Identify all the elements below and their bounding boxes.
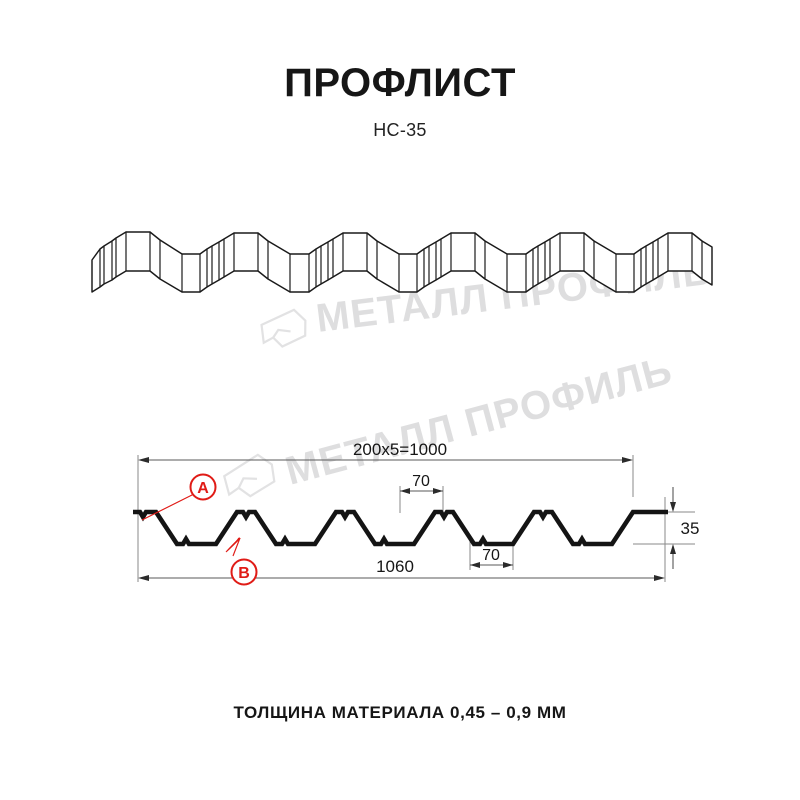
callout-a-leader	[141, 492, 197, 521]
dimension-pitch-total-label: 200x5=1000	[353, 440, 447, 459]
watermark-logo-top	[260, 308, 307, 348]
dimension-overall-width-label: 1060	[376, 557, 414, 576]
callout-a-circle	[189, 473, 217, 501]
isometric-sheet	[91, 231, 713, 293]
footer-block: ТОЛЩИНА МАТЕРИАЛА 0,45 – 0,9 ММ	[0, 703, 800, 723]
dimension-crest-width-label: 70	[412, 473, 430, 490]
dimension-crest-width: 70	[400, 473, 443, 494]
dimension-height-label: 35	[681, 519, 700, 538]
title-block: ПРОФЛИСТ НС-35	[0, 62, 800, 141]
model-subtitle: НС-35	[373, 120, 427, 140]
callout-marker-b[interactable]: B	[225, 537, 258, 586]
callout-b-leader-line	[232, 537, 241, 557]
dimension-overall-width: 1060	[138, 557, 665, 581]
dimension-valley-width-label: 70	[482, 547, 500, 564]
cross-section-drawing: 200x5=1000 70 70 1060	[133, 440, 699, 586]
callout-marker-a[interactable]: A	[141, 473, 217, 521]
callout-b-circle	[230, 558, 258, 586]
dimension-valley-width: 70	[470, 547, 513, 568]
page-title: ПРОФЛИСТ	[284, 61, 516, 105]
material-thickness-note: ТОЛЩИНА МАТЕРИАЛА 0,45 – 0,9 ММ	[233, 703, 567, 722]
watermark-text-bottom: МЕТАЛЛ ПРОФИЛЬ	[281, 348, 677, 494]
callout-b-label: B	[238, 565, 250, 582]
dimension-pitch-total: 200x5=1000	[138, 440, 633, 463]
watermark-logo-bottom	[222, 453, 276, 498]
profile-section-path	[133, 509, 668, 547]
dimension-height: 35	[670, 487, 699, 569]
callout-a-label: A	[197, 480, 209, 497]
